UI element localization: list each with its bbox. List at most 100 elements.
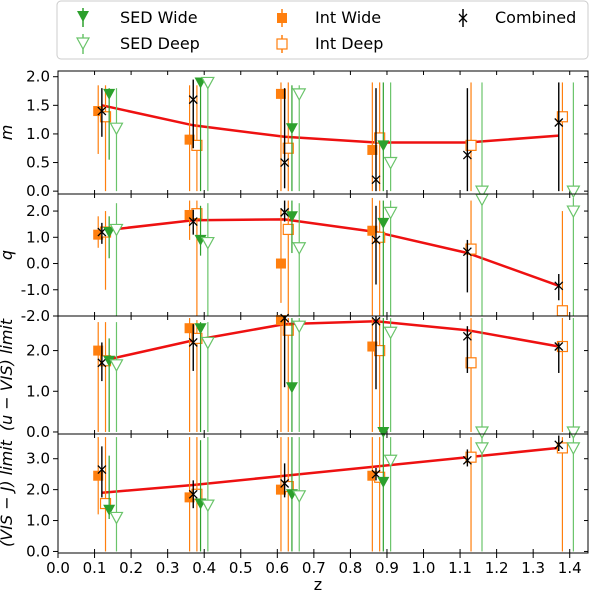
y-tick-label: 0.0 <box>26 182 50 200</box>
x-tick-label: 1.3 <box>521 559 545 577</box>
sed-wide-point <box>285 382 298 394</box>
combined-point <box>371 469 381 479</box>
int-wide-point <box>184 134 195 145</box>
panel-2: -2.0 -1.0 0.0 1.0 2.0 q <box>0 193 589 325</box>
sed-wide-point <box>377 476 390 488</box>
x-marker-icon <box>458 13 468 23</box>
sed-wide-point <box>285 123 298 135</box>
y-axis-label: m <box>0 125 16 141</box>
sed-deep-point <box>109 511 124 525</box>
fit-line <box>101 320 560 363</box>
x-axis: 0.0 0.1 0.2 0.3 0.4 0.5 0.6 0.7 0.8 0.9 1.0 1.1 1.2 1… <box>46 553 582 577</box>
x-tick-label: 0.3 <box>156 559 180 577</box>
y-tick-label: 2.0 <box>26 481 50 499</box>
combined-point <box>188 489 198 499</box>
int-wide-point <box>367 225 378 236</box>
y-tick-label: 0.5 <box>26 154 50 172</box>
x-tick-label: 0.4 <box>192 559 216 577</box>
legend-label-int-deep: Int Deep <box>315 34 383 53</box>
y-tick-label: 2.0 <box>26 202 50 220</box>
int-wide-point <box>93 106 104 117</box>
x-tick-label: 1.2 <box>485 559 509 577</box>
int-deep-point <box>282 324 294 336</box>
sed-deep-point <box>383 326 398 340</box>
x-tick-label: 0.2 <box>119 559 143 577</box>
int-deep-point <box>191 139 203 151</box>
panels: 0.0 0.5 1.0 1.5 2.0 m -2.0 -1.0 0.0 1.0 2.0 q 0.0 1.0… <box>0 68 589 560</box>
combined-point <box>554 342 564 351</box>
sed-deep-point <box>383 156 398 170</box>
filled-square-icon <box>277 13 287 23</box>
fit-line <box>101 104 559 144</box>
sed-deep-point <box>292 242 307 256</box>
y-tick-label: 1.0 <box>26 382 50 400</box>
sed-deep-point <box>474 442 490 456</box>
legend-label-sed-wide: SED Wide <box>120 8 198 27</box>
sed-deep-point <box>292 490 307 504</box>
combined-point <box>97 358 107 368</box>
int-wide-point <box>93 470 104 481</box>
legend-label-int-wide: Int Wide <box>315 8 381 27</box>
sed-deep-point <box>200 76 215 90</box>
x-axis-label: z <box>314 575 322 594</box>
sed-wide-point <box>377 140 390 152</box>
combined-point <box>462 331 472 341</box>
combined-point <box>554 118 564 127</box>
panel-frame <box>57 315 589 435</box>
legend-item-combined: Combined <box>458 8 576 27</box>
legend: SED Wide SED Deep Int Wide Int Deep Comb… <box>56 0 589 60</box>
panel-frame <box>57 70 589 195</box>
panel-3: 0.0 1.0 2.0 (u − VIS) limit <box>0 313 589 441</box>
y-tick-label: 1.0 <box>26 512 50 530</box>
sed-deep-point <box>200 336 215 350</box>
y-axis-label: q <box>0 250 16 260</box>
int-wide-point <box>367 144 378 155</box>
combined-point <box>280 478 290 488</box>
combined-point <box>554 440 564 450</box>
panel-frame <box>57 433 589 554</box>
sed-deep-point <box>109 223 124 237</box>
int-deep-point <box>282 223 294 236</box>
combined-point <box>97 106 107 116</box>
filled-down-triangle-icon <box>77 11 89 22</box>
y-tick-label: 1.0 <box>26 125 50 143</box>
legend-label-sed-deep: SED Deep <box>120 34 200 53</box>
y-tick-label: -2.0 <box>21 307 50 325</box>
legend-frame <box>56 0 589 60</box>
sed-wide-point <box>194 323 207 335</box>
int-wide-point <box>184 323 195 334</box>
combined-point <box>280 313 290 323</box>
y-tick-label: 2.0 <box>26 342 50 360</box>
y-tick-label: 2.0 <box>26 68 50 86</box>
sed-deep-point <box>292 320 307 334</box>
y-tick-label: 3.0 <box>26 450 50 468</box>
y-tick-label: 1.5 <box>26 96 50 114</box>
legend-item-sed-wide: SED Wide <box>77 8 198 27</box>
x-tick-label: 1.1 <box>448 559 472 577</box>
int-deep-point <box>465 357 477 369</box>
y-axis-label: (u − VIS) limit <box>0 318 16 431</box>
int-wide-point <box>275 484 286 495</box>
sed-wide-point <box>103 88 116 100</box>
sed-deep-point <box>566 185 581 199</box>
sed-deep-point <box>383 206 398 220</box>
sed-deep-point <box>566 205 581 219</box>
y-tick-label: 0.0 <box>26 423 50 441</box>
int-wide-point <box>93 345 104 356</box>
combined-point <box>554 281 564 291</box>
sed-wide-point <box>285 211 298 223</box>
x-tick-label: 0.0 <box>46 559 70 577</box>
int-wide-point <box>367 470 378 481</box>
sed-wide-point <box>103 504 116 516</box>
sed-deep-point <box>200 236 215 250</box>
combined-point <box>188 217 198 227</box>
sed-deep-point <box>566 442 581 456</box>
combined-point <box>188 95 198 105</box>
int-deep-point <box>465 139 477 151</box>
int-wide-point <box>184 209 195 220</box>
int-deep-point <box>282 142 294 154</box>
y-tick-label: 0.0 <box>26 542 50 560</box>
combined-point <box>280 207 290 217</box>
combined-point <box>462 150 472 160</box>
